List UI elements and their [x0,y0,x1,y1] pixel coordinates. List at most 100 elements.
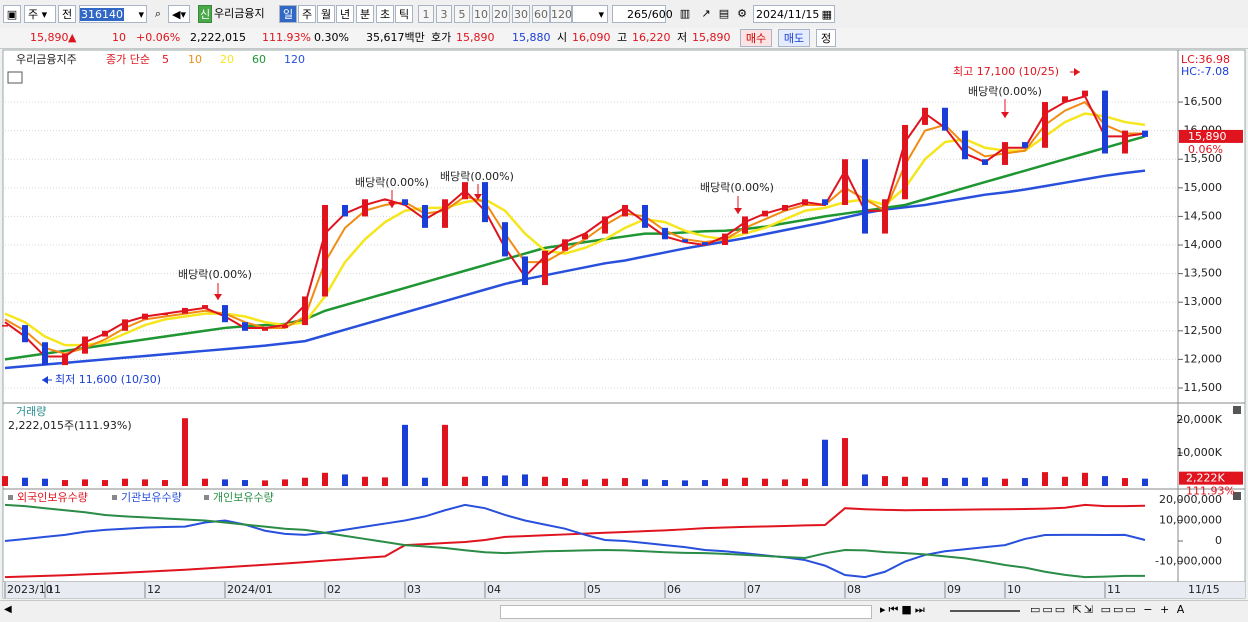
legend-marker [8,495,13,500]
close-icon[interactable] [1233,406,1241,414]
nav-buttons[interactable]: ▸⏮■⏭ [880,603,928,616]
table-icon[interactable] [7,71,23,84]
volume-bar [182,418,188,486]
period-tab[interactable]: 일 [279,5,297,23]
volume-bar [302,477,308,486]
candle [642,204,648,228]
close-icon[interactable] [1233,492,1241,500]
volume-bar [822,439,828,486]
line-series [4,503,1146,579]
x-tick-label: 10 [1007,583,1021,596]
buy-button[interactable]: 매수 [740,29,772,47]
open: 16,090 [572,31,611,44]
candle [1082,90,1088,97]
period-select[interactable]: 주 ▾ [24,5,56,23]
corner-label: HC:-7.08 [1181,65,1229,78]
candle [982,159,988,165]
volume-bar [1102,476,1108,486]
volume-bar [342,474,348,486]
scroll-left[interactable]: ◀ [4,604,12,615]
period-tab[interactable]: 년 [336,5,354,23]
candle [602,216,608,234]
volume-bar [202,478,208,486]
volume-bar [482,476,488,486]
compare[interactable]: 전 [58,5,76,23]
chart: 11,500 12,000 12,500 13,000 13,500 14,000 14,5… [2,49,1246,599]
x-tick-label: 12 [147,583,161,596]
scroll-thumb[interactable] [500,605,872,619]
period-tab[interactable]: 주 [298,5,316,23]
x-tick-label: 02 [327,583,341,596]
y-tick-label: 10,000K [1176,446,1222,459]
interval-button[interactable]: 60 [532,5,550,23]
volume-bar [22,477,28,486]
volume-bar [262,480,268,486]
volume-bar [682,480,688,486]
annotation: 최고 17,100 (10/25) [953,65,1059,78]
search-icon[interactable]: ⌕ [154,7,162,20]
volume-bar [782,479,788,486]
volume-bar [562,478,568,486]
interval-button[interactable]: 3 [436,5,452,23]
y-tick-label: 15,000 [1184,181,1223,194]
interval-button[interactable]: 5 [454,5,470,23]
settings-icon[interactable]: ⚙ [737,7,747,20]
change: 10 [112,31,126,44]
period-tab[interactable]: 초 [376,5,394,23]
eval-button[interactable]: 정 [816,29,836,47]
zoom-slider[interactable] [950,610,1020,612]
candle [562,239,568,251]
candle [802,199,808,205]
y-tick-label: 14,000 [1184,238,1223,251]
volume-bar [282,479,288,486]
legend-entry: 5 [162,53,169,66]
y-tick-label: -10,000,000 [1155,554,1222,567]
interval-button[interactable]: 120 [550,5,572,23]
price: 15,890 [30,31,69,44]
candle [1102,90,1108,154]
tool-icons[interactable]: ▭▭▭ ⇱⇲ ▭▭▭ − + A [1030,603,1187,616]
interval-select[interactable]: ▾ [572,5,608,23]
candle [902,124,908,200]
volume-bar [142,479,148,486]
volume-bar [382,477,388,486]
volume-bar [162,480,168,486]
change-pct: +0.06% [136,31,181,44]
interval-button[interactable]: 1 [418,5,434,23]
candle [1122,130,1128,154]
volume-bar [702,480,708,486]
scrollbar: ◀ ▸⏮■⏭ ▭▭▭ ⇱⇲ ▭▭▭ − + A [0,600,1248,622]
last-change-label: 0.06% [1188,143,1223,156]
candle [1062,96,1068,103]
y-tick-label: 15,500 [1184,152,1223,165]
sell-button[interactable]: 매도 [778,29,810,47]
count-box[interactable]: 265/600 [612,5,673,23]
candle [382,199,388,201]
volume-bar [82,479,88,486]
code-input[interactable]: 316140 ▾ [79,5,147,23]
volume-bar [762,478,768,486]
line-series [4,503,1146,579]
annotation: 최저 11,600 (10/30) [55,373,161,386]
period-tab[interactable]: 틱 [395,5,413,23]
save-icon[interactable]: ▤ [718,7,730,20]
volume-bar [622,478,628,486]
bid: 15,880 [512,31,551,44]
period-tab[interactable]: 월 [317,5,335,23]
volume-bar [582,479,588,486]
annotation: 배당락(0.00%) [355,176,429,189]
candle [22,325,28,343]
candle [542,250,548,286]
corner-label: LC:36.98 [1181,53,1230,66]
interval-button[interactable]: 30 [512,5,530,23]
sound-icon[interactable]: ◀▾ [168,5,190,23]
draw-icon[interactable]: ↗ [701,7,711,20]
period-tab[interactable]: 분 [356,5,374,23]
interval-button[interactable]: 10 [472,5,490,23]
candle-icon[interactable]: ▥ [679,7,691,20]
menu-icon[interactable]: ▣ [3,5,21,23]
line-series [4,169,1146,370]
interval-button[interactable]: 20 [492,5,510,23]
date-box[interactable]: 2024/11/15 ▦ [753,5,835,23]
